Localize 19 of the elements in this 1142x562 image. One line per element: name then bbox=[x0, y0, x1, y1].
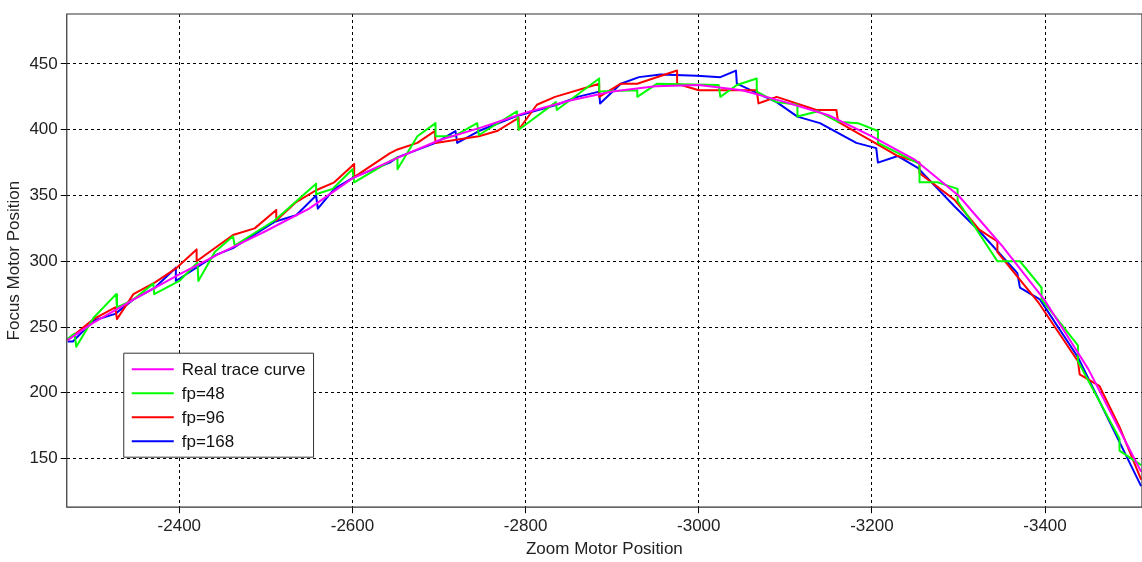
x-tick-label: -2600 bbox=[330, 516, 375, 536]
y-tick-label: 200 bbox=[29, 382, 58, 402]
x-tick-label: -3000 bbox=[677, 516, 721, 536]
y-tick-label: 300 bbox=[29, 250, 58, 270]
legend-label: fp=48 bbox=[181, 383, 225, 403]
y-tick-label: 400 bbox=[29, 119, 58, 139]
x-tick-label: -3200 bbox=[850, 516, 894, 536]
y-tick-label: 450 bbox=[29, 53, 58, 73]
y-tick-label: 350 bbox=[29, 185, 58, 205]
x-tick-label: -2800 bbox=[503, 516, 548, 536]
x-tick-label: -2400 bbox=[157, 516, 202, 536]
legend-label: fp=168 bbox=[181, 431, 235, 451]
legend-label: Real trace curve bbox=[181, 359, 306, 379]
legend-label: fp=96 bbox=[181, 407, 225, 427]
x-axis-title: Zoom Motor Position bbox=[525, 539, 683, 559]
x-tick-label: -3400 bbox=[1023, 516, 1067, 536]
y-tick-label: 150 bbox=[29, 448, 58, 468]
y-axis-title: Focus Motor Position bbox=[3, 180, 23, 341]
y-tick-label: 250 bbox=[29, 316, 58, 336]
